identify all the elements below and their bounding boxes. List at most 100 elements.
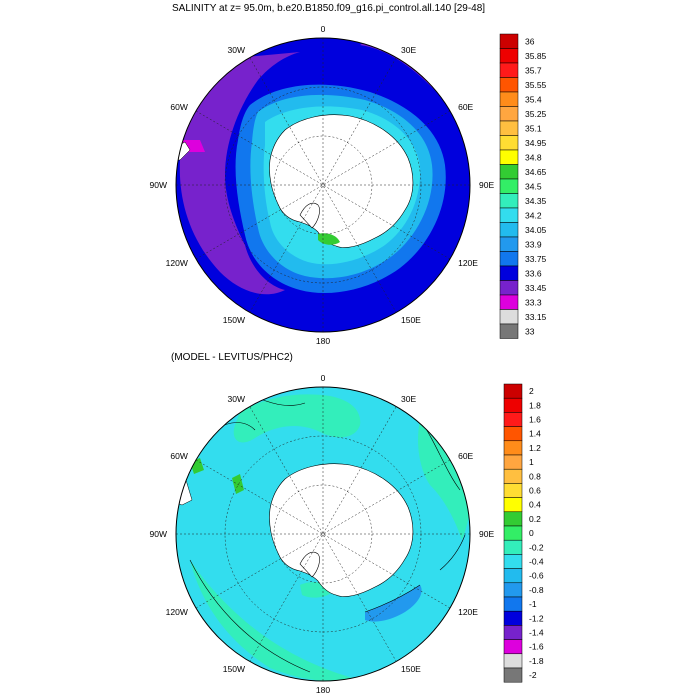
positive-anomaly-w <box>232 474 244 494</box>
colorbar-label: -1.8 <box>529 656 544 666</box>
colorbar-label: -0.2 <box>529 542 544 552</box>
colorbar-swatch <box>499 106 519 122</box>
colorbar-swatch <box>503 426 523 442</box>
colorbar-label: 34.65 <box>525 167 547 177</box>
colorbar-label: 0.4 <box>529 500 541 510</box>
colorbar-swatch <box>499 265 519 281</box>
colorbar-label: 33.75 <box>525 254 547 264</box>
colorbar-swatch <box>503 554 523 569</box>
low-salinity-arc-west <box>179 52 300 295</box>
colorbar-label: 33.9 <box>525 239 542 249</box>
map-boundary-bottom <box>175 386 471 682</box>
colorbar-swatch <box>499 91 519 107</box>
colorbar-swatch <box>503 397 523 413</box>
lon-label-180: 180 <box>316 685 330 695</box>
colorbar-swatch <box>499 236 519 252</box>
salinity-map: 0 30E 60E 90E 120E 150E 180 150W 120W 90W 60W 30W 3… <box>150 24 547 346</box>
top-panel-title: SALINITY at z= 95.0m, b.e20.B1850.f09_g1… <box>172 3 486 14</box>
high-salinity-patch <box>318 233 340 245</box>
colorbar-label: 33.6 <box>525 268 542 278</box>
colorbar-label: 35.4 <box>525 94 542 104</box>
colorbar-label: 36 <box>525 36 535 46</box>
lon-label-30w: 30W <box>228 45 245 55</box>
near-zero-patch-n <box>233 394 361 443</box>
colorbar-swatch <box>499 135 519 151</box>
colorbar-label: -1.6 <box>529 642 544 652</box>
lon-label-60w: 60W <box>170 102 187 112</box>
lon-label-150w: 150W <box>223 664 245 674</box>
lon-label-150e: 150E <box>401 664 421 674</box>
colorbar-swatch <box>503 497 523 513</box>
colorbar-label: 33 <box>525 326 535 336</box>
colorbar-label: -0.8 <box>529 585 544 595</box>
graticule-top <box>176 38 470 332</box>
colorbar-label: 35.85 <box>525 51 547 61</box>
colorbar-swatch <box>503 483 523 498</box>
colorbar-swatch <box>503 625 523 640</box>
colorbar-label: 0.2 <box>529 514 541 524</box>
colorbar-label: -0.4 <box>529 557 544 567</box>
colorbar-swatch <box>503 440 523 456</box>
colorbar-label: -1.2 <box>529 613 544 623</box>
colorbar-swatch <box>499 48 519 64</box>
colorbar-swatch <box>499 33 519 49</box>
lon-label-90e: 90E <box>479 529 494 539</box>
lon-label-90w: 90W <box>150 180 167 190</box>
colorbar-swatch <box>499 149 519 165</box>
longitude-labels-bottom: 0 30E 60E 90E 120E 150E 180 150W 120W 90W 60W 30W <box>150 373 495 695</box>
colorbar-swatch <box>503 412 523 427</box>
colorbar-swatch <box>499 193 519 209</box>
colorbar-label: 33.15 <box>525 312 547 322</box>
lon-label-120e: 120E <box>458 607 478 617</box>
lon-label-30e: 30E <box>401 394 416 404</box>
colorbar-swatch <box>503 383 523 399</box>
lon-label-60e: 60E <box>458 451 473 461</box>
map-boundary-top <box>175 37 471 333</box>
colorbar-swatch <box>499 164 519 180</box>
lon-label-150w: 150W <box>223 315 245 325</box>
colorbar-label: 33.45 <box>525 283 547 293</box>
lon-label-180: 180 <box>316 336 330 346</box>
difference-map: 0 30E 60E 90E 120E 150E 180 150W 120W 90W 60W 30W 2… <box>150 373 544 695</box>
colorbar-swatch <box>499 207 519 223</box>
colorbar-swatch <box>499 120 519 136</box>
colorbar-swatch <box>503 525 523 541</box>
colorbar-label: 0 <box>529 528 534 538</box>
lon-label-30e: 30E <box>401 45 416 55</box>
lon-label-120w: 120W <box>166 258 188 268</box>
colorbar-swatch <box>499 280 519 296</box>
colorbar-swatch <box>503 667 523 683</box>
antarctic-peninsula-bottom <box>299 551 320 578</box>
colorbar-swatch <box>503 568 523 584</box>
colorbar-label: 1.8 <box>529 400 541 410</box>
lon-label-120e: 120E <box>458 258 478 268</box>
colorbar-label: -1.4 <box>529 628 544 638</box>
colorbar-swatch <box>499 309 519 325</box>
lon-label-90e: 90E <box>479 180 494 190</box>
colorbar-label: 1.4 <box>529 429 541 439</box>
colorbar-label: 0.8 <box>529 471 541 481</box>
colorbar-label: -1 <box>529 599 537 609</box>
colorbar-swatch <box>503 610 523 626</box>
colorbar-swatch <box>499 251 519 267</box>
lon-label-150e: 150E <box>401 315 421 325</box>
colorbar-label: 35.1 <box>525 123 542 133</box>
colorbar-label: 34.95 <box>525 138 547 148</box>
lon-label-120w: 120W <box>166 607 188 617</box>
colorbar-difference: 2 1.8 1.6 1.4 1.2 1 0.8 0.6 0.4 0.2 0 -0.2 -0.4 -0.6 -… <box>503 383 544 683</box>
longitude-labels-top: 0 30E 60E 90E 120E 150E 180 150W 120W 90W 60W 30W <box>150 24 495 346</box>
lon-label-60w: 60W <box>170 451 187 461</box>
colorbar-label: 34.8 <box>525 152 542 162</box>
colorbar-label: 34.05 <box>525 225 547 235</box>
lon-label-60e: 60E <box>458 102 473 112</box>
colorbar-swatch <box>503 468 523 484</box>
colorbar-swatch <box>499 222 519 238</box>
colorbar-swatch <box>499 294 519 310</box>
bottom-panel-title: (MODEL - LEVITUS/PHC2) <box>171 352 293 363</box>
near-zero-patch-sw <box>190 560 360 681</box>
negative-anomaly-se <box>365 585 422 622</box>
colorbar-label: 34.5 <box>525 181 542 191</box>
colorbar-label: 33.3 <box>525 297 542 307</box>
colorbar-label: 35.25 <box>525 109 547 119</box>
